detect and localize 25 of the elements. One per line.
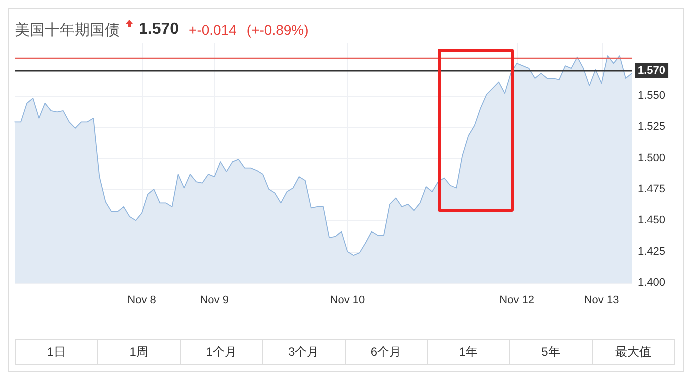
text: 1个月: [180, 340, 262, 364]
y-tick-label: 1.400: [638, 277, 666, 289]
text: (+-0.89%): [246, 22, 309, 38]
x-tick-label: Nov 9: [200, 294, 229, 306]
y-tick-label: 1.425: [638, 246, 666, 258]
y-tick-label: 1.475: [638, 183, 666, 196]
text: 3个月: [262, 340, 344, 364]
text: 5年: [509, 340, 592, 364]
text: 1周: [97, 340, 180, 364]
y-tick-label: 1.500: [638, 152, 666, 164]
text: 1年: [426, 340, 510, 364]
ref-line-label: 1.570: [638, 65, 666, 78]
x-tick-label: Nov 10: [330, 294, 366, 306]
y-tick-label: 1.550: [638, 90, 666, 102]
x-tick-label: Nov 8: [128, 294, 156, 306]
x-tick-label: Nov 13: [584, 294, 620, 306]
text: +-0.014: [189, 22, 237, 38]
y-tick-label: 1.450: [638, 214, 666, 227]
text: 1日: [46, 344, 68, 360]
text: 6个月: [344, 340, 427, 364]
text: 最大值: [592, 340, 674, 364]
y-tick-label: 1.525: [638, 121, 666, 134]
chart-title: 美国十年期国债: [15, 20, 120, 40]
x-tick-label: Nov 12: [500, 294, 534, 306]
text: 1.570: [139, 21, 180, 39]
